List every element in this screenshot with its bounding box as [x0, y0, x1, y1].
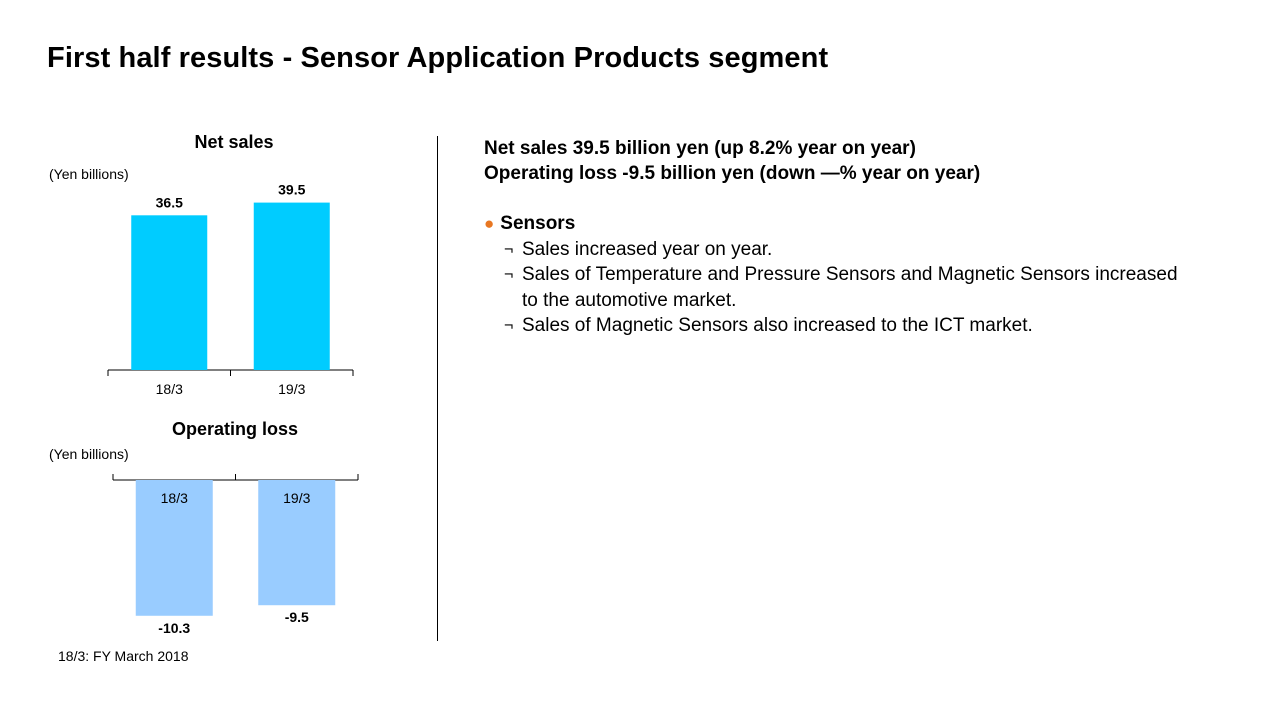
data-label: -9.5 [285, 609, 309, 625]
bullet-item-text: Sales of Magnetic Sensors also increased… [522, 315, 1033, 336]
bar [258, 480, 336, 606]
summary-operating-loss: Operating loss -9.5 billion yen (down —%… [484, 163, 981, 184]
bullet-heading-text: Sensors [500, 213, 576, 234]
bar [253, 202, 330, 370]
bullet-item: ¬ Sales of Magnetic Sensors also increas… [484, 313, 1182, 339]
data-label: 36.5 [156, 194, 183, 210]
operating-loss-chart-title: Operating loss [171, 419, 299, 439]
sub-bullet-icon: ¬ [504, 317, 514, 334]
x-tick-label: 19/3 [283, 490, 310, 506]
operating-loss-unit-label: (Yen billions) [49, 446, 129, 462]
sub-bullet-icon: ¬ [504, 266, 514, 283]
bullet-dot-icon: ● [484, 214, 495, 233]
summary-block: Net sales 39.5 billion yen (up 8.2% year… [484, 136, 980, 186]
x-tick-label: 19/3 [278, 381, 305, 397]
data-label: 39.5 [278, 182, 305, 198]
net-sales-unit-label: (Yen billions) [49, 166, 129, 182]
footnote: 18/3: FY March 2018 [58, 648, 189, 664]
page-title: First half results - Sensor Application … [47, 42, 829, 74]
bullet-item-text: Sales of Temperature and Pressure Sensor… [522, 264, 1178, 311]
bar [135, 480, 213, 616]
bullet-item: ¬ Sales of Temperature and Pressure Sens… [484, 262, 1182, 313]
bullet-list: ● Sensors ¬ Sales increased year on year… [484, 211, 1182, 339]
net-sales-chart-title: Net sales [194, 132, 274, 152]
bullet-item-text: Sales increased year on year. [522, 238, 773, 260]
sub-bullet-icon: ¬ [504, 240, 514, 258]
bar [131, 215, 208, 370]
summary-net-sales: Net sales 39.5 billion yen (up 8.2% year… [484, 138, 916, 159]
vertical-divider [437, 136, 438, 641]
x-tick-label: 18/3 [161, 490, 188, 506]
bullet-heading: ● Sensors [484, 211, 1182, 237]
bullet-item: ¬ Sales increased year on year. [484, 237, 1182, 263]
x-tick-label: 18/3 [156, 381, 183, 397]
data-label: -10.3 [158, 620, 190, 636]
